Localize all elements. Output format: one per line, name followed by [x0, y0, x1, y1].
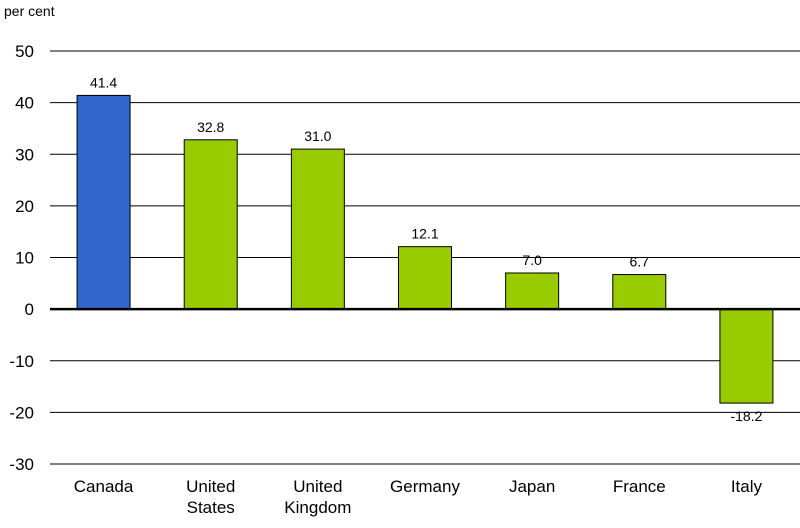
y-tick-label: 0 [25, 300, 34, 319]
category-label: Japan [509, 477, 555, 496]
category-label: Canada [74, 477, 134, 496]
category-label: Italy [731, 477, 763, 496]
data-label: 6.7 [630, 254, 650, 270]
y-tick-label: 10 [15, 249, 34, 268]
bar [505, 272, 560, 310]
category-label: Germany [390, 477, 460, 496]
data-label: 12.1 [411, 226, 438, 242]
y-tick-label: -30 [9, 455, 34, 474]
data-label: -18.2 [730, 408, 762, 424]
bar [183, 139, 238, 310]
y-tick-label: 50 [15, 42, 34, 61]
y-tick-label: -10 [9, 352, 34, 371]
bar [398, 246, 452, 310]
y-axis-label: per cent [4, 3, 55, 19]
bar [290, 148, 345, 310]
y-tick-label: 20 [15, 197, 34, 216]
bar [719, 308, 774, 404]
y-tick-label: 30 [15, 145, 34, 164]
category-label: France [613, 477, 666, 496]
data-label: 41.4 [90, 74, 117, 90]
y-tick-label: 40 [15, 94, 34, 113]
bar [76, 94, 131, 310]
y-tick-label: -20 [9, 403, 34, 422]
bars [76, 94, 774, 404]
value-labels: 41.4 32.8 31.0 12.1 7.0 6.7 -18.2 [90, 74, 763, 424]
data-label: 32.8 [197, 119, 224, 135]
data-label: 31.0 [304, 128, 331, 144]
data-label: 7.0 [522, 252, 542, 268]
category-labels: Canada United States United Kingdom Germany Ja… [74, 477, 763, 517]
category-label: United States [186, 477, 235, 517]
category-label: United Kingdom [284, 477, 351, 517]
y-tick-labels: 50 40 30 20 10 0 -10 -20 -30 [9, 42, 34, 474]
bar [612, 274, 667, 310]
